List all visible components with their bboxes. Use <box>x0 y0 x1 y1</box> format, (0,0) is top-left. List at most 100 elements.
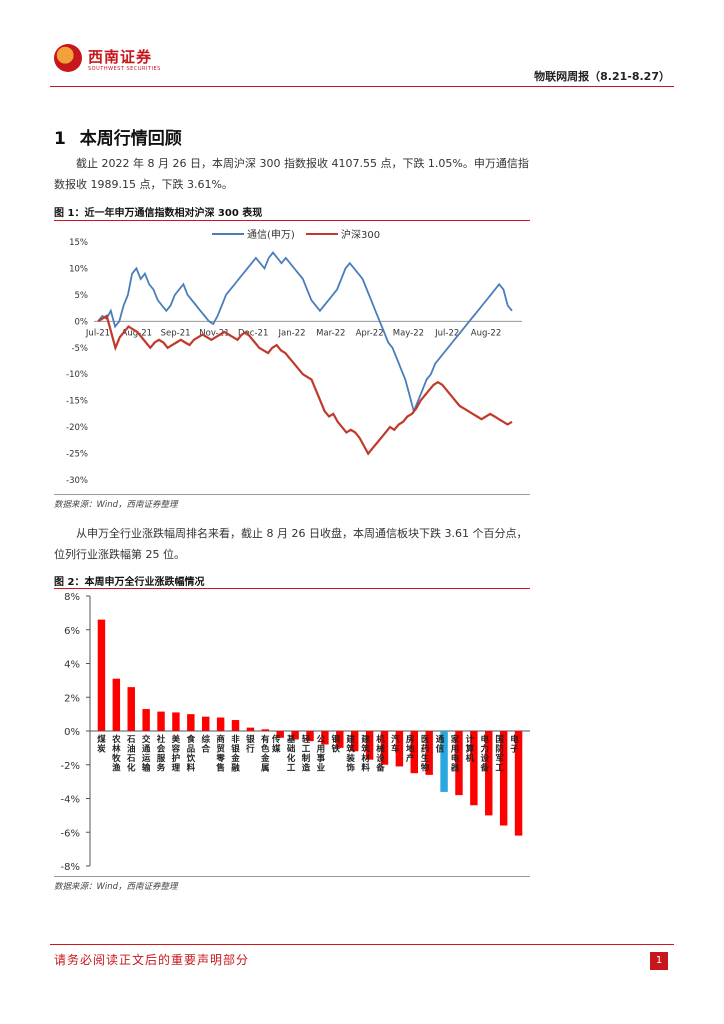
svg-text:商: 商 <box>216 734 225 745</box>
svg-text:机: 机 <box>466 753 475 764</box>
svg-text:融: 融 <box>231 763 240 774</box>
svg-text:军: 军 <box>495 754 504 764</box>
svg-text:行: 行 <box>245 744 255 755</box>
figure-1-source-rule <box>54 494 530 495</box>
x-tick-label: Jul-21 <box>85 328 110 338</box>
svg-text:生: 生 <box>421 753 430 764</box>
svg-text:基: 基 <box>286 734 296 745</box>
svg-text:社: 社 <box>156 734 166 745</box>
svg-text:地: 地 <box>406 744 415 755</box>
svg-text:汽: 汽 <box>391 734 400 745</box>
bar-6 <box>187 714 195 731</box>
svg-text:色: 色 <box>261 744 270 755</box>
svg-text:钢: 钢 <box>332 734 341 745</box>
bar-13 <box>291 731 299 740</box>
company-logo-name: 西南证券 <box>88 48 153 66</box>
svg-text:银: 银 <box>230 744 240 755</box>
svg-text:化: 化 <box>127 763 136 774</box>
svg-text:医: 医 <box>421 735 430 745</box>
bar-27 <box>499 731 508 826</box>
svg-text:有: 有 <box>261 734 270 745</box>
svg-text:信: 信 <box>436 744 445 755</box>
svg-text:力: 力 <box>481 744 490 755</box>
figure-1-rule <box>54 220 530 221</box>
svg-text:渔: 渔 <box>112 763 121 774</box>
svg-text:物: 物 <box>421 763 430 774</box>
figure-2-rule <box>54 588 530 589</box>
svg-text:务: 务 <box>157 763 166 774</box>
svg-text:输: 输 <box>142 763 151 774</box>
x-tick-label: Dec-21 <box>238 328 268 338</box>
svg-text:设: 设 <box>376 753 385 764</box>
y-tick-label: 15% <box>69 238 88 248</box>
svg-text:电: 电 <box>451 753 460 764</box>
svg-text:运: 运 <box>142 754 151 764</box>
bar-25 <box>470 731 478 806</box>
bar-7 <box>202 716 210 731</box>
svg-text:备: 备 <box>480 763 490 774</box>
svg-text:非: 非 <box>231 734 240 745</box>
svg-text:计: 计 <box>466 734 475 745</box>
x-tick-label: Aug-21 <box>122 328 152 338</box>
svg-text:通: 通 <box>436 734 445 745</box>
svg-text:贸: 贸 <box>216 744 225 755</box>
bar-20 <box>395 731 404 767</box>
svg-text:产: 产 <box>406 753 415 764</box>
bar-12 <box>276 731 284 738</box>
y-tick-label: -5% <box>71 344 88 354</box>
svg-text:筑: 筑 <box>346 744 355 755</box>
bar-11 <box>261 729 270 731</box>
svg-text:媒: 媒 <box>271 744 281 755</box>
x-tick-label: May-22 <box>393 328 424 338</box>
svg-text:料: 料 <box>187 763 196 774</box>
svg-text:备: 备 <box>375 763 385 774</box>
x-tick-label: Apr-22 <box>356 328 384 338</box>
svg-text:化: 化 <box>287 753 296 764</box>
x-tick-label: Jan-22 <box>278 328 306 338</box>
y-tick-label: -4% <box>61 795 80 806</box>
svg-text:电: 电 <box>481 734 490 745</box>
svg-text:用: 用 <box>316 745 326 755</box>
svg-text:器: 器 <box>450 764 460 774</box>
svg-text:铁: 铁 <box>332 744 341 755</box>
category-label: 综合 <box>200 734 210 755</box>
svg-text:会: 会 <box>156 744 166 755</box>
y-tick-label: -10% <box>66 370 88 380</box>
svg-text:国: 国 <box>495 734 504 745</box>
logo-icon <box>54 44 82 72</box>
svg-text:家: 家 <box>451 734 460 745</box>
bar-4 <box>157 711 165 731</box>
svg-text:电: 电 <box>510 734 519 745</box>
bar-5 <box>172 712 180 731</box>
y-tick-label: 8% <box>64 592 80 603</box>
y-tick-label: 6% <box>64 626 80 637</box>
category-label: 钢铁 <box>332 734 341 755</box>
svg-text:属: 属 <box>261 763 270 774</box>
svg-text:建: 建 <box>345 734 355 745</box>
bar-16 <box>336 731 344 748</box>
svg-text:装: 装 <box>345 753 355 764</box>
svg-text:房: 房 <box>406 734 415 745</box>
svg-text:售: 售 <box>215 763 225 774</box>
svg-text:通: 通 <box>142 744 151 755</box>
svg-text:煤: 煤 <box>97 734 106 745</box>
svg-text:油: 油 <box>127 744 136 755</box>
series-line-communication <box>97 251 513 415</box>
paragraph-2: 从申万全行业涨跌幅周排名来看，截止 8 月 26 日收盘，本周通信板块下跌 3.… <box>54 527 528 561</box>
bar-26 <box>485 731 493 816</box>
section-title: 本周行情回顾 <box>79 129 182 149</box>
svg-text:用: 用 <box>450 745 460 755</box>
chart-legend: 通信(申万) 沪深300 <box>212 228 380 241</box>
svg-text:金: 金 <box>230 753 240 764</box>
y-tick-label: 2% <box>64 693 80 704</box>
bar-0 <box>97 619 106 731</box>
